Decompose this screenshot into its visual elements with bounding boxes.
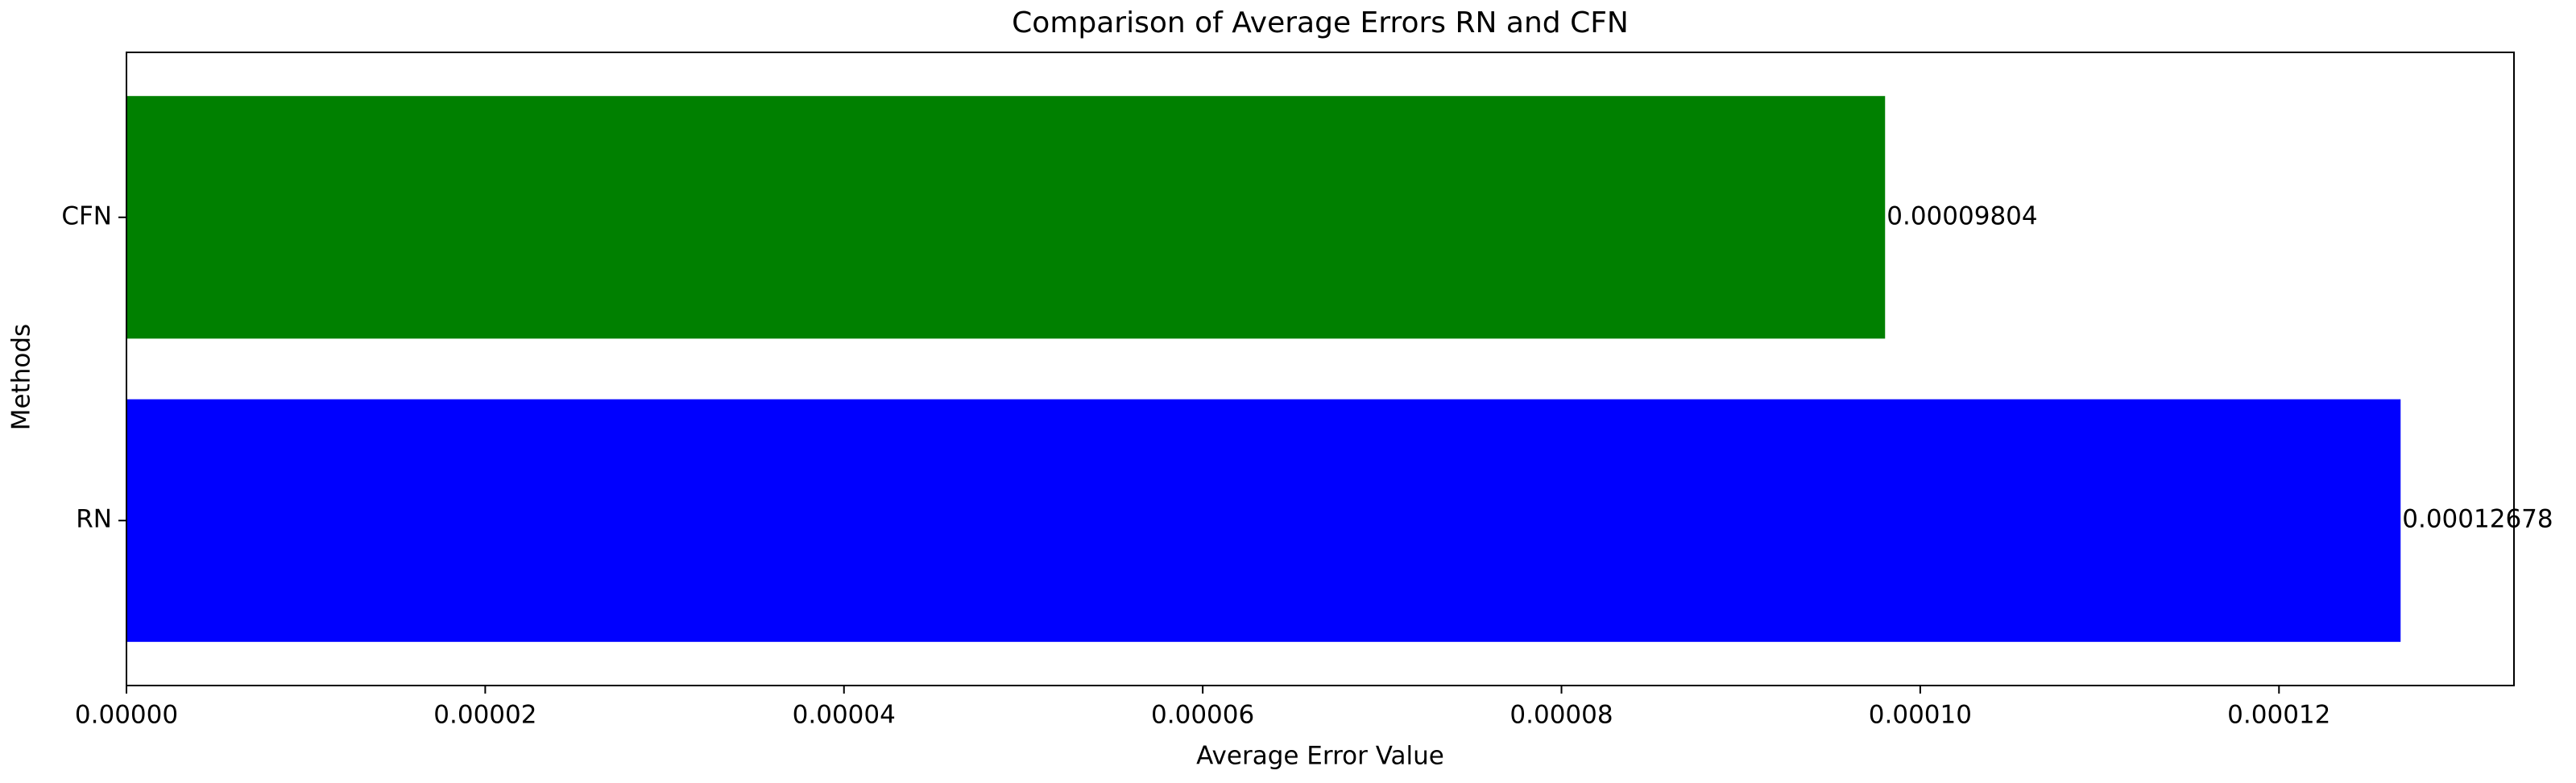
y-tick-label: CFN [61, 201, 112, 230]
y-axis-label: Methods [7, 324, 36, 430]
x-tick-label: 0.00006 [1151, 701, 1254, 730]
x-tick-label: 0.00008 [1510, 701, 1613, 730]
x-tick-label: 0.00012 [2227, 701, 2330, 730]
x-tick-label: 0.00002 [433, 701, 536, 730]
bar [126, 399, 2401, 642]
x-tick-label: 0.00004 [793, 701, 896, 730]
value-label: 0.00009804 [1886, 201, 2037, 230]
x-axis-label: Average Error Value [1196, 742, 1444, 771]
y-tick-label: RN [76, 505, 112, 534]
plot-frame [126, 52, 2515, 686]
bar [126, 96, 1886, 339]
x-tick-label: 0.00010 [1869, 701, 1972, 730]
x-tick-label: 0.00000 [75, 701, 178, 730]
chart-title: Comparison of Average Errors RN and CFN [1012, 6, 1629, 39]
value-label: 0.00012678 [2402, 505, 2553, 534]
